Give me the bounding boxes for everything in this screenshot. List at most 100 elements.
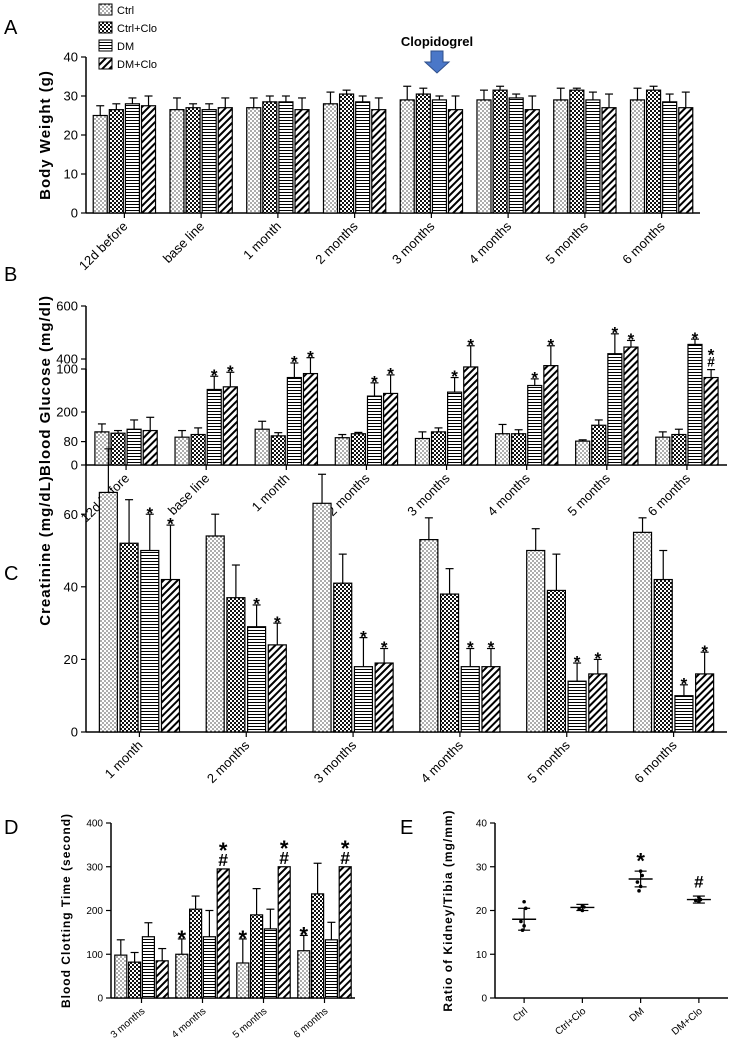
bar-ctrl-clo: [569, 89, 585, 214]
x-tick-label-2-months: 2 months: [204, 737, 253, 786]
significance-asterisk: *: [488, 638, 495, 657]
panel-letter-c: C: [4, 563, 18, 585]
significance-asterisk: *: [371, 373, 378, 392]
y-tick-label: 30: [476, 862, 488, 873]
significance-asterisk: *: [219, 838, 228, 863]
bar-ctrl: [236, 962, 250, 999]
panel-letter-e: E: [400, 817, 413, 839]
bar-ctrl: [174, 436, 190, 466]
bar-ctrl: [322, 103, 339, 214]
bar-dm: [674, 695, 694, 733]
bar-dm: [508, 97, 524, 214]
down-arrow-icon: [423, 50, 451, 74]
y-tick-label: 600: [56, 299, 78, 314]
bar-dm-clo: [601, 107, 617, 214]
x-tick-label-base-line: base line: [160, 219, 207, 266]
data-point: [522, 899, 526, 904]
data-point: [637, 889, 641, 893]
significance-asterisk: *: [451, 367, 458, 386]
bar-dm-clo: [588, 673, 608, 733]
bar-dm-clo: [374, 662, 394, 733]
bar-ctrl-clo: [128, 961, 142, 999]
bar-ctrl-clo: [226, 597, 246, 733]
bar-ctrl: [632, 531, 653, 733]
panel-a: 0 10 20 30 40 Body Weight (g) 12d before base l…: [37, 50, 700, 273]
x-tick-label-5-months: 5 months: [543, 218, 592, 267]
y-axis-title: Ratio of Kidney/Tibia (mg/mm): [441, 809, 455, 1011]
bar-ctrl: [476, 99, 492, 214]
y-tick-label: 80: [64, 434, 78, 449]
bar-dm: [431, 99, 448, 214]
bar-dm: [527, 384, 543, 466]
bar-dm-clo: [294, 109, 310, 214]
significance-asterisk: *: [574, 653, 581, 672]
bar-ctrl: [98, 491, 118, 733]
bar-dm: [567, 680, 587, 733]
x-tick-label-3-months: 3 months: [311, 737, 360, 786]
bar-dm-clo: [142, 429, 158, 466]
bar-ctrl: [334, 437, 350, 466]
y-tick-label: 400: [56, 352, 78, 367]
bar-dm-clo: [481, 666, 501, 733]
bar-dm-clo: [382, 392, 399, 466]
bar-dm-clo: [217, 107, 233, 214]
significance-asterisk: *: [708, 346, 715, 365]
bar-ctrl-clo: [333, 582, 353, 733]
significance-asterisk: *: [341, 836, 350, 861]
bar-ctrl-clo: [262, 101, 278, 214]
bar-dm: [278, 101, 294, 214]
bar-ctrl-clo: [671, 433, 687, 466]
chart-layer: 0 10 20 30 40 Body Weight (g) 12d before base l…: [37, 50, 728, 1041]
y-tick-label: 0: [481, 994, 487, 1005]
panel-d: 0 100 200 300 400 Blood Clotting Time (second…: [59, 813, 355, 1041]
x-tick-label-5-months: 5 months: [565, 470, 614, 519]
data-point: [519, 919, 523, 924]
significance-asterisk: *: [227, 362, 234, 381]
bar-dm-clo: [623, 346, 639, 466]
significance-asterisk: *: [300, 922, 309, 947]
legend-label-ctrl-clo: Ctrl+Clo: [117, 23, 157, 35]
y-tick-label: 20: [64, 128, 78, 143]
bar-dm: [201, 109, 217, 214]
bar-ctrl: [399, 99, 415, 214]
y-axis-title: Blood Glucose (mg/dl): [37, 295, 54, 476]
significance-asterisk: *: [681, 674, 688, 693]
bar-ctrl-clo: [190, 433, 206, 466]
bar-dm: [286, 376, 302, 466]
bar-ctrl: [297, 950, 311, 999]
bar-ctrl-clo: [189, 908, 203, 999]
y-tick-label: 20: [64, 652, 78, 667]
significance-asterisk: *: [360, 627, 367, 646]
bar-dm: [126, 428, 142, 466]
bar-ctrl-clo: [250, 914, 264, 999]
bar-dm-clo: [543, 365, 559, 466]
significance-asterisk: *: [628, 330, 635, 349]
bar-dm-clo: [338, 866, 352, 999]
bar-ctrl: [312, 502, 332, 733]
bar-ctrl: [553, 99, 569, 214]
bar-ctrl: [254, 428, 270, 466]
significance-asterisk: *: [467, 638, 474, 657]
bar-ctrl-clo: [492, 89, 508, 214]
bar-ctrl-clo: [653, 578, 673, 733]
bar-ctrl: [114, 954, 128, 999]
bar-dm-clo: [160, 578, 181, 733]
bar-ctrl: [419, 539, 439, 733]
significance-asterisk: *: [692, 329, 699, 348]
bar-ctrl-clo: [430, 431, 447, 466]
x-tick-label-1-month: 1 month: [249, 471, 293, 515]
legend-label-dm: DM: [117, 41, 134, 53]
bar-dm-clo: [695, 673, 715, 733]
x-tick-label-base-line: base line: [165, 471, 212, 518]
bar-dm-clo: [524, 109, 540, 214]
bar-ctrl-clo: [546, 589, 567, 733]
bar-ctrl-clo: [511, 433, 527, 466]
bar-ctrl: [629, 99, 646, 214]
clopidogrel-annotation: Clopidogrel: [401, 34, 473, 74]
bar-dm: [687, 343, 703, 466]
bar-ctrl-clo: [591, 424, 607, 466]
significance-asterisk: *: [274, 613, 281, 632]
bar-dm: [140, 549, 160, 733]
bar-ctrl: [92, 114, 108, 214]
